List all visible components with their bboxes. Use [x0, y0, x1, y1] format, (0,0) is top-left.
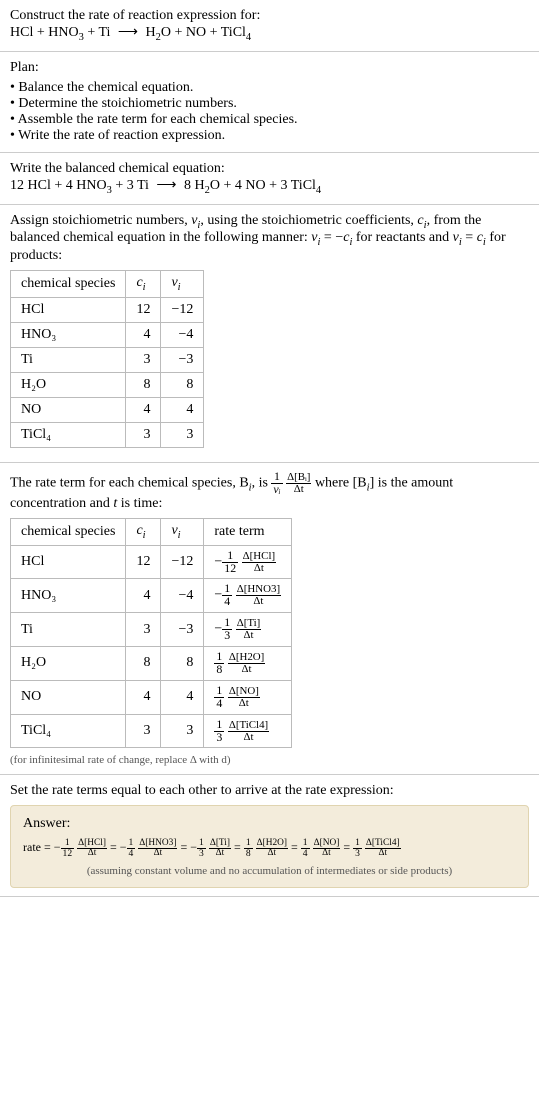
rate-cell: 13 Δ[TiCl4]Δt [204, 714, 292, 748]
header-title: Construct the rate of reaction expressio… [10, 8, 529, 24]
col-species: chemical species [11, 271, 126, 298]
stoich-table: chemical species ci νi HCl12−12 HNO₃4−4 … [10, 270, 204, 448]
col-ci: ci [126, 271, 161, 298]
rate-cell: −13 Δ[Ti]Δt [204, 613, 292, 647]
stoich-section: Assign stoichiometric numbers, νi, using… [0, 205, 539, 463]
rate-cell: 18 Δ[H2O]Δt [204, 647, 292, 681]
balanced-title: Write the balanced chemical equation: [10, 161, 529, 177]
plan-item: Write the rate of reaction expression. [10, 128, 529, 144]
plan-item: Determine the stoichiometric numbers. [10, 96, 529, 112]
frac-delta-b: Δ[Bᵢ]Δt [286, 472, 311, 495]
col-rate: rate term [204, 518, 292, 545]
plan-list: Balance the chemical equation. Determine… [10, 80, 529, 144]
final-title: Set the rate terms equal to each other t… [10, 783, 529, 799]
col-ci: ci [126, 518, 161, 545]
assumption-note: (assuming constant volume and no accumul… [23, 865, 516, 877]
col-vi: νi [161, 271, 204, 298]
table-row: HCl12−12 [11, 297, 204, 322]
rateterm-section: The rate term for each chemical species,… [0, 463, 539, 775]
plan-item: Balance the chemical equation. [10, 80, 529, 96]
delta-note: (for infinitesimal rate of change, repla… [10, 754, 529, 766]
table-row: TiCl₄ 3 3 13 Δ[TiCl4]Δt [11, 714, 292, 748]
col-vi: νi [161, 518, 204, 545]
table-row: NO 4 4 14 Δ[NO]Δt [11, 680, 292, 714]
table-row: Ti 3 −3 −13 Δ[Ti]Δt [11, 613, 292, 647]
unbalanced-equation: HCl + HNO3 + Ti ⟶ H2O + NO + TiCl4 [10, 24, 529, 43]
table-row: HNO₃4−4 [11, 322, 204, 347]
plan-item: Assemble the rate term for each chemical… [10, 112, 529, 128]
table-row: H₂O88 [11, 372, 204, 397]
header-section: Construct the rate of reaction expressio… [0, 0, 539, 52]
balanced-equation: 12 HCl + 4 HNO3 + 3 Ti ⟶ 8 H2O + 4 NO + … [10, 177, 529, 196]
frac-one-over-nu: 1νᵢ [271, 471, 282, 496]
balanced-section: Write the balanced chemical equation: 12… [0, 153, 539, 205]
table-row: NO44 [11, 397, 204, 422]
stoich-intro: Assign stoichiometric numbers, νi, using… [10, 213, 529, 265]
plan-title: Plan: [10, 60, 529, 76]
plan-section: Plan: Balance the chemical equation. Det… [0, 52, 539, 153]
table-header-row: chemical species ci νi [11, 271, 204, 298]
rate-cell: −14 Δ[HNO3]Δt [204, 579, 292, 613]
table-row: Ti3−3 [11, 347, 204, 372]
rateterm-intro: The rate term for each chemical species,… [10, 471, 529, 512]
table-row: TiCl₄33 [11, 422, 204, 447]
table-row: HCl 12 −12 −112 Δ[HCl]Δt [11, 545, 292, 579]
answer-box: Answer: rate = −112 Δ[HCl]Δt = −14 Δ[HNO… [10, 805, 529, 887]
rate-cell: −112 Δ[HCl]Δt [204, 545, 292, 579]
table-row: HNO₃ 4 −4 −14 Δ[HNO3]Δt [11, 579, 292, 613]
answer-label: Answer: [23, 816, 516, 832]
rateterm-table: chemical species ci νi rate term HCl 12 … [10, 518, 292, 749]
col-species: chemical species [11, 518, 126, 545]
table-header-row: chemical species ci νi rate term [11, 518, 292, 545]
table-row: H₂O 8 8 18 Δ[H2O]Δt [11, 647, 292, 681]
final-section: Set the rate terms equal to each other t… [0, 775, 539, 896]
rate-expression: rate = −112 Δ[HCl]Δt = −14 Δ[HNO3]Δt = −… [23, 838, 516, 858]
rate-cell: 14 Δ[NO]Δt [204, 680, 292, 714]
